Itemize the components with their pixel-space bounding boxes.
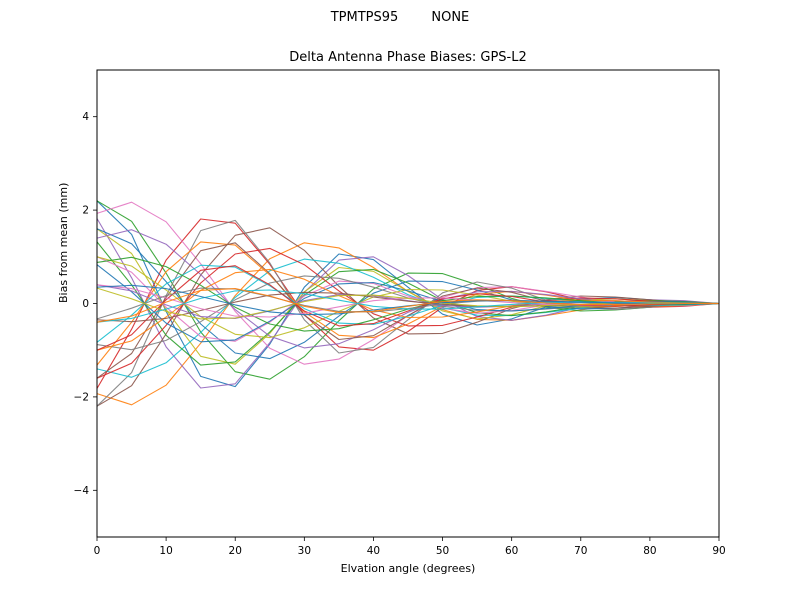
y-tick-label: 4: [82, 111, 89, 123]
figure-suptitle: TPMTPS95 NONE: [330, 10, 470, 25]
y-tick-label: 0: [82, 298, 89, 310]
x-axis-ticks: 0 10 20 30 40 50 60 70 80 90: [94, 537, 726, 557]
x-tick-label: 90: [712, 545, 725, 557]
series-line: [96, 288, 719, 323]
series-line: [96, 247, 720, 379]
x-tick-label: 80: [643, 545, 656, 557]
x-tick-label: 20: [229, 545, 242, 557]
series-line: [96, 258, 720, 378]
x-tick-label: 30: [298, 545, 311, 557]
x-tick-label: 10: [159, 545, 172, 557]
y-tick-label: −2: [74, 391, 89, 403]
y-axis-ticks: −4 −2 0 2 4: [74, 111, 97, 497]
x-tick-label: 70: [574, 545, 587, 557]
x-tick-label: 60: [505, 545, 518, 557]
series-line: [96, 219, 720, 407]
x-tick-label: 40: [367, 545, 380, 557]
series-line: [96, 265, 719, 351]
y-tick-label: −4: [74, 485, 90, 497]
axes-title: Delta Antenna Phase Biases: GPS-L2: [289, 50, 527, 65]
y-tick-label: 2: [82, 205, 89, 217]
series-lines: [96, 200, 720, 407]
x-axis-label: Elvation angle (degrees): [340, 562, 476, 575]
series-line: [96, 229, 720, 349]
x-tick-label: 50: [436, 545, 449, 557]
x-tick-label: 0: [94, 545, 101, 557]
